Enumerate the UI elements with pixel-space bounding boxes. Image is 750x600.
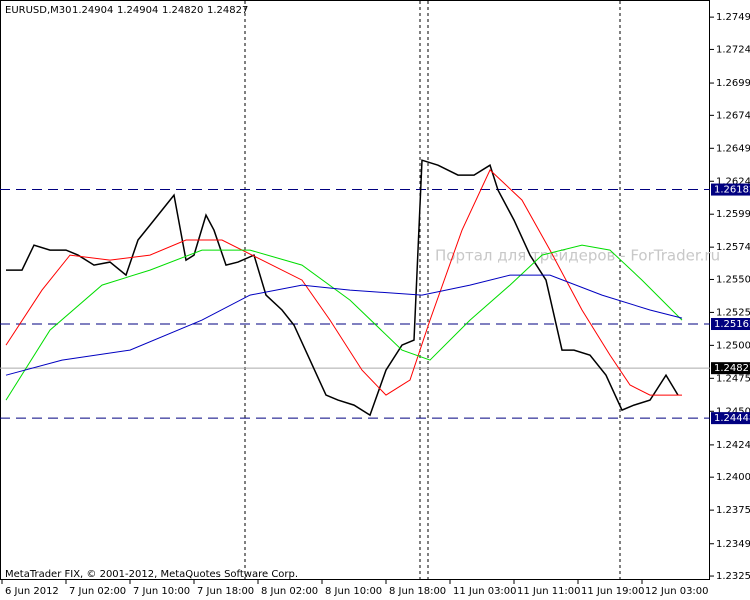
price-label: 1.24827 — [714, 363, 750, 374]
level-label: 1.26182 — [714, 185, 750, 196]
watermark: Портал для трейдеров - ForTrader.ru — [435, 247, 720, 265]
level-label-box — [711, 183, 750, 196]
y-tick-label: 1.23495 — [716, 539, 750, 550]
x-tick-label: 8 Jun 10:00 — [325, 586, 382, 597]
y-tick-label: 1.26745 — [716, 110, 750, 121]
level-label: 1.24448 — [714, 413, 750, 424]
y-tick-label: 1.24245 — [716, 440, 750, 451]
y-tick-label: 1.25000 — [716, 340, 750, 351]
x-tick-label: 7 Jun 18:00 — [197, 586, 254, 597]
level-label: 1.25162 — [714, 319, 750, 330]
y-tick-label: 1.25500 — [716, 274, 750, 285]
y-tick-label: 1.27245 — [716, 44, 750, 55]
footer: MetaTrader FIX, © 2001-2012, MetaQuotes … — [5, 569, 298, 580]
y-tick-label: 1.26990 — [716, 78, 750, 89]
x-tick-label: 7 Jun 10:00 — [133, 586, 190, 597]
y-tick-label: 1.23750 — [716, 505, 750, 516]
ohlc-value: 1.24904 — [72, 5, 113, 16]
x-tick-label: 11 Jun 11:00 — [517, 586, 581, 597]
x-tick-label: 11 Jun 19:00 — [581, 586, 645, 597]
y-tick-label: 1.24000 — [716, 472, 750, 483]
price-label-box — [711, 362, 750, 375]
level-label-box — [711, 412, 750, 425]
y-tick-label: 1.25745 — [716, 242, 750, 253]
ohlc-value: 1.24820 — [162, 5, 203, 16]
price-series — [6, 159, 679, 417]
x-tick-label: 6 Jun 2012 — [5, 586, 59, 597]
y-tick-label: 1.24500 — [716, 406, 750, 417]
ohlc-value: 1.24827 — [207, 5, 248, 16]
price-series — [5, 169, 682, 396]
price-series — [5, 244, 683, 401]
x-tick-label: 12 Jun 03:00 — [645, 586, 709, 597]
y-tick-label: 1.27490 — [716, 12, 750, 23]
x-tick-label: 11 Jun 03:00 — [453, 586, 517, 597]
level-label-box — [711, 318, 750, 331]
ohlc-value: 1.24904 — [117, 5, 158, 16]
x-tick-label: 8 Jun 18:00 — [389, 586, 446, 597]
x-tick-label: 7 Jun 02:00 — [69, 586, 126, 597]
y-tick-label: 1.23250 — [716, 571, 750, 582]
y-tick-label: 1.26495 — [716, 143, 750, 154]
chart-title: EURUSD,M30 — [5, 5, 71, 16]
y-tick-label: 1.25250 — [716, 307, 750, 318]
period-separators — [244, 1, 621, 579]
y-tick-label: 1.25995 — [716, 209, 750, 220]
y-tick-label: 1.24750 — [716, 373, 750, 384]
x-tick-label: 8 Jun 02:00 — [261, 586, 318, 597]
y-tick-label: 1.26245 — [716, 176, 750, 187]
price-series — [5, 274, 683, 376]
